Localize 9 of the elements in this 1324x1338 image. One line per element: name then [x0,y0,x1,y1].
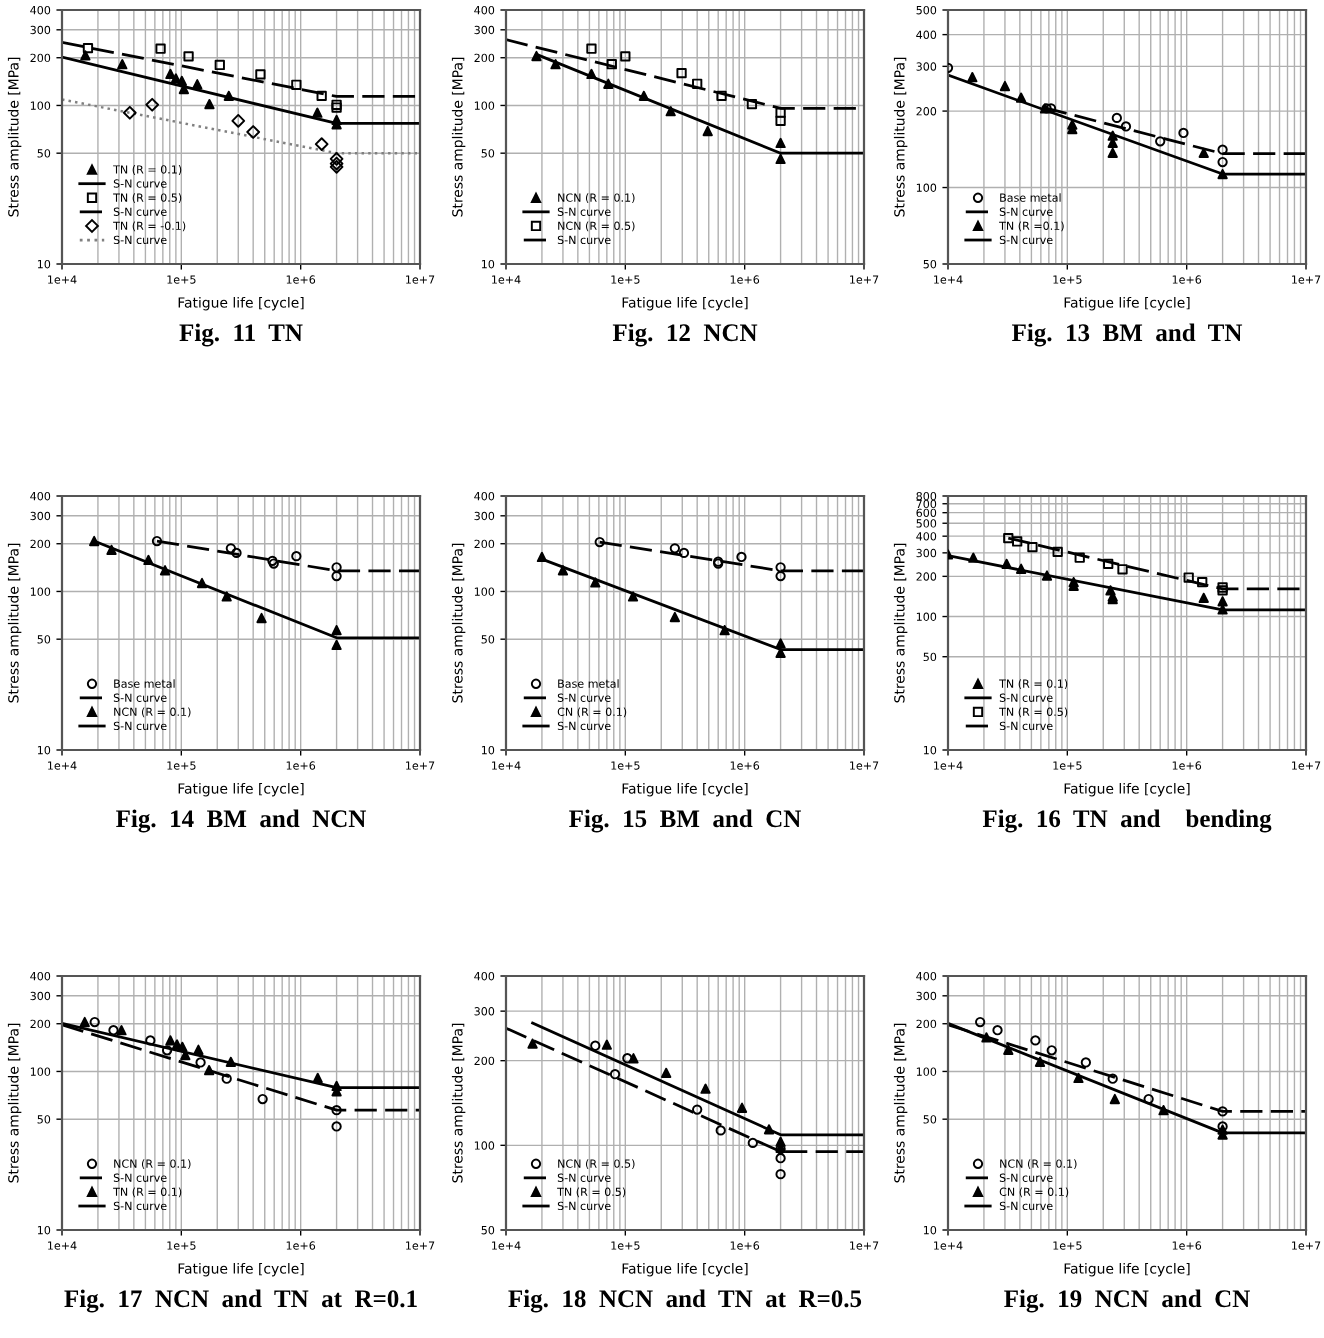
text: Fig. 14 BM and NCN [116,809,367,833]
text: Fig. 13 BM and TN [1012,323,1243,347]
text: Fig. 11 TN [179,323,303,347]
text: Fig. 17 NCN and TN at R=0.1 [64,1289,417,1313]
text: Fig. 19 NCN and CN [1004,1289,1250,1313]
text: Fig. 16 TN and bending [982,809,1272,833]
text: Fig. 12 NCN [612,323,758,347]
text: Fig. 15 BM and CN [569,809,801,833]
text: Fig. 18 NCN and TN at R=0.5 [508,1289,862,1313]
